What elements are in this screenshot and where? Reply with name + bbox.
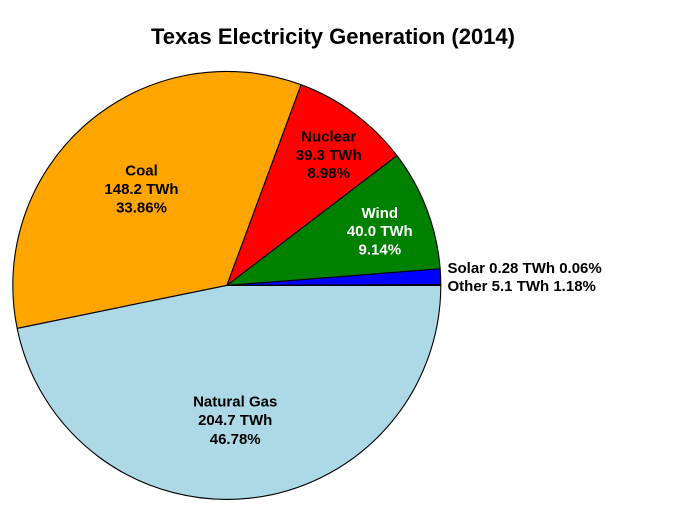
svg-text:Solar 0.28 TWh 0.06%: Solar 0.28 TWh 0.06% bbox=[448, 260, 602, 277]
svg-text:46.78%: 46.78% bbox=[210, 431, 261, 448]
svg-text:Natural Gas: Natural Gas bbox=[193, 393, 277, 410]
svg-text:Wind: Wind bbox=[362, 205, 399, 222]
svg-text:204.7 TWh: 204.7 TWh bbox=[198, 412, 272, 429]
svg-text:8.98%: 8.98% bbox=[307, 165, 350, 182]
svg-text:39.3 TWh: 39.3 TWh bbox=[296, 147, 362, 164]
svg-text:40.0 TWh: 40.0 TWh bbox=[347, 223, 413, 240]
svg-text:Coal: Coal bbox=[125, 162, 158, 179]
svg-text:Texas Electricity Generation (: Texas Electricity Generation (2014) bbox=[151, 24, 515, 49]
svg-text:Nuclear: Nuclear bbox=[301, 129, 356, 146]
svg-text:9.14%: 9.14% bbox=[359, 241, 402, 258]
svg-text:148.2 TWh: 148.2 TWh bbox=[104, 181, 178, 198]
svg-text:Other 5.1 TWh 1.18%: Other 5.1 TWh 1.18% bbox=[448, 278, 596, 295]
svg-text:33.86%: 33.86% bbox=[116, 200, 167, 217]
